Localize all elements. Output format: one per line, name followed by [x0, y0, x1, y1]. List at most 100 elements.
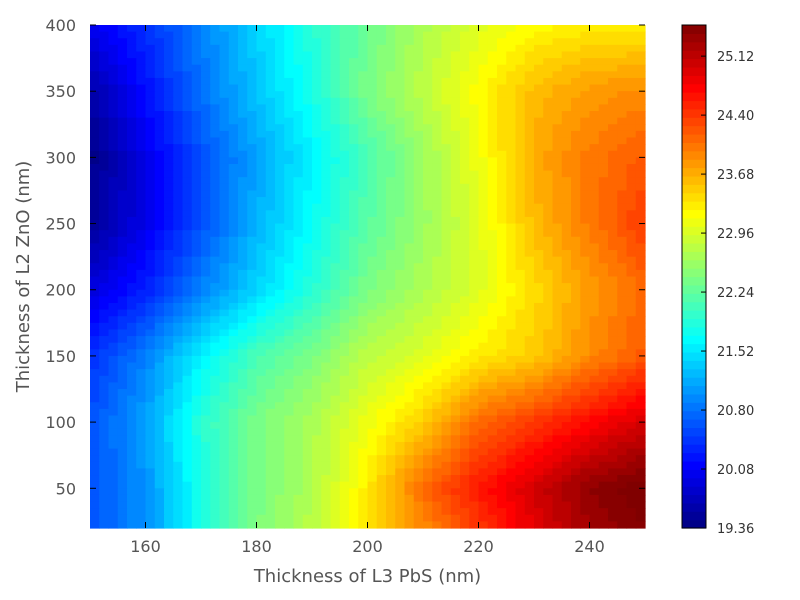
heatmap-cell	[210, 441, 221, 450]
heatmap-cell	[367, 455, 378, 463]
heatmap-cell	[145, 428, 156, 436]
colorbar-swatch	[682, 50, 706, 60]
heatmap-cell	[201, 216, 211, 225]
heatmap-cell	[127, 468, 137, 476]
heatmap-cell	[626, 349, 637, 357]
heatmap-cell	[99, 104, 110, 112]
heatmap-cell	[395, 395, 406, 403]
heatmap-cell	[284, 501, 295, 509]
heatmap-cell	[201, 71, 211, 79]
heatmap-cell	[219, 375, 230, 383]
heatmap-cell	[145, 329, 156, 337]
heatmap-cell	[228, 84, 239, 92]
heatmap-cell	[247, 309, 258, 317]
heatmap-cell	[284, 494, 295, 503]
heatmap-cell	[275, 382, 285, 390]
heatmap-cell	[460, 203, 470, 211]
heatmap-cell	[145, 415, 156, 423]
heatmap-cell	[617, 428, 628, 436]
heatmap-cell	[117, 203, 128, 211]
heatmap-cell	[395, 302, 406, 311]
heatmap-cell	[423, 428, 433, 436]
heatmap-cell	[284, 514, 295, 522]
heatmap-cell	[358, 296, 369, 304]
heatmap-cell	[478, 150, 489, 158]
heatmap-cell	[330, 25, 341, 33]
heatmap-cell	[265, 243, 276, 251]
heatmap-cell	[321, 31, 332, 39]
heatmap-cell	[487, 157, 498, 165]
heatmap-cell	[302, 342, 313, 350]
heatmap-cell	[432, 349, 443, 357]
heatmap-cell	[506, 382, 517, 390]
heatmap-cell	[524, 309, 535, 317]
heatmap-cell	[487, 183, 498, 192]
heatmap-cell	[339, 236, 350, 245]
heatmap-cell	[90, 501, 100, 509]
heatmap-cell	[608, 329, 618, 337]
heatmap-cell	[238, 342, 248, 350]
heatmap-cell	[90, 157, 100, 165]
heatmap-cell	[247, 455, 258, 463]
heatmap-cell	[534, 216, 544, 225]
heatmap-cell	[275, 375, 285, 383]
heatmap-cell	[367, 349, 378, 357]
heatmap-cell	[561, 501, 572, 509]
heatmap-cell	[330, 183, 341, 192]
heatmap-cell	[635, 362, 646, 370]
heatmap-cell	[589, 58, 600, 66]
heatmap-cell	[386, 302, 396, 311]
heatmap-cell	[423, 44, 433, 53]
heatmap-cell	[358, 183, 369, 192]
heatmap-cell	[626, 448, 637, 456]
heatmap-cell	[191, 250, 202, 258]
heatmap-cell	[312, 130, 322, 139]
heatmap-cell	[626, 256, 637, 264]
heatmap-cell	[117, 514, 128, 522]
heatmap-cell	[182, 276, 193, 284]
heatmap-cell	[543, 190, 554, 198]
heatmap-cell	[469, 508, 480, 516]
heatmap-cell	[330, 144, 341, 152]
heatmap-cell	[515, 210, 526, 218]
heatmap-cell	[182, 91, 193, 99]
heatmap-cell	[210, 336, 221, 344]
heatmap-cell	[524, 269, 535, 278]
heatmap-cell	[164, 435, 174, 443]
heatmap-cell	[432, 283, 443, 291]
heatmap-cell	[404, 355, 415, 364]
heatmap-cell	[247, 144, 258, 152]
heatmap-cell	[497, 514, 507, 522]
heatmap-cell	[469, 111, 480, 119]
heatmap-cell	[626, 415, 637, 423]
heatmap-cell	[238, 104, 248, 112]
heatmap-cell	[598, 183, 609, 192]
heatmap-cell	[219, 104, 230, 112]
colorbar-tick-label: 24.40	[717, 109, 754, 124]
heatmap-cell	[404, 309, 415, 317]
heatmap-cell	[219, 84, 230, 92]
heatmap-cell	[413, 514, 424, 522]
heatmap-cell	[228, 342, 239, 350]
heatmap-cell	[404, 455, 415, 463]
heatmap-cell	[293, 309, 304, 317]
heatmap-cell	[626, 468, 637, 476]
heatmap-cell	[413, 408, 424, 417]
heatmap-cell	[524, 289, 535, 297]
heatmap-cell	[90, 355, 100, 364]
heatmap-cell	[247, 263, 258, 271]
heatmap-cell	[358, 395, 369, 403]
heatmap-cell	[524, 243, 535, 251]
heatmap-cell	[302, 71, 313, 79]
heatmap-cell	[515, 163, 526, 172]
heatmap-cell	[210, 256, 221, 264]
heatmap-cell	[117, 494, 128, 503]
heatmap-cell	[321, 144, 332, 152]
heatmap-cell	[256, 422, 267, 430]
heatmap-cell	[413, 329, 424, 337]
heatmap-cell	[552, 501, 563, 509]
heatmap-cell	[534, 269, 544, 278]
heatmap-cell	[589, 441, 600, 450]
heatmap-cell	[478, 91, 489, 99]
heatmap-cell	[145, 111, 156, 119]
